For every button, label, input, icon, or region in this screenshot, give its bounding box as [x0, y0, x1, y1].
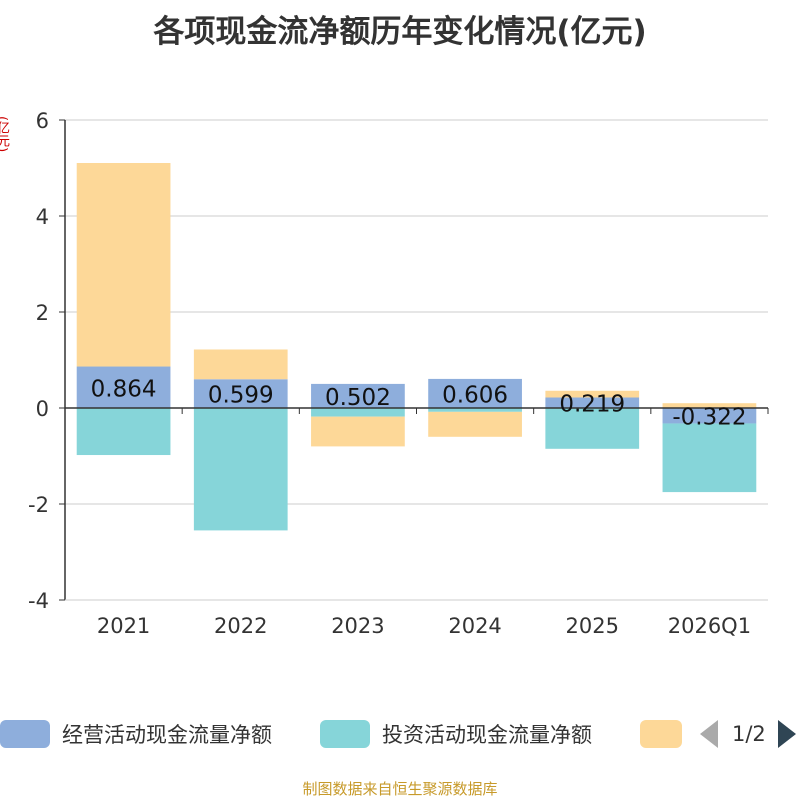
- pager-page-indicator: 1/2: [732, 722, 766, 746]
- bar-2024-s0: [428, 378, 522, 408]
- bar-2024-s2: [428, 411, 522, 437]
- x-tick-label: 2022: [214, 614, 267, 638]
- y-tick-label: 2: [36, 301, 49, 325]
- chart-title: 各项现金流净额历年变化情况(亿元): [153, 14, 647, 50]
- y-axis-unit-label: (亿元): [0, 116, 9, 153]
- bar-2026Q1-s0: [662, 408, 757, 424]
- bar-2026Q1-s1: [662, 423, 757, 493]
- bar-2025-s2: [545, 390, 640, 398]
- bar-2022-s1: [193, 408, 288, 531]
- y-tick-label: 4: [36, 205, 49, 229]
- bar-2022-s0: [193, 379, 288, 408]
- legend-item-third[interactable]: [640, 716, 682, 752]
- legend-item-operating[interactable]: 经营活动现金流量净额: [0, 716, 272, 752]
- legend-label-investing: 投资活动现金流量净额: [382, 723, 592, 747]
- y-tick-label: -4: [28, 589, 49, 613]
- y-tick-label: 6: [36, 109, 49, 133]
- bar-2021-s2: [76, 163, 171, 367]
- pager-next-icon[interactable]: [777, 720, 796, 748]
- y-tick-label: -2: [28, 493, 49, 517]
- source-note: 制图数据来自恒生聚源数据库: [302, 780, 498, 798]
- x-tick-label: 2024: [448, 614, 501, 638]
- bar-2025-s0: [545, 397, 640, 408]
- data-label: 0.864: [91, 376, 157, 402]
- data-label: -0.322: [672, 405, 746, 431]
- legend: 经营活动现金流量净额 投资活动现金流量净额: [0, 716, 800, 752]
- x-tick-label: 2026Q1: [668, 614, 751, 638]
- data-label: 0.599: [208, 383, 274, 409]
- legend-swatch-operating: [0, 720, 50, 748]
- legend-swatch-investing: [320, 720, 370, 748]
- bar-2025-s1: [545, 408, 640, 449]
- data-labels: 0.864 0.599 0.502 0.606 0.219 -0.322: [91, 376, 747, 430]
- bar-2023-s2: [311, 416, 405, 447]
- bars: [76, 163, 757, 531]
- pager-prev-icon[interactable]: [700, 720, 718, 748]
- bar-2021-s1: [76, 408, 171, 456]
- legend-label-operating: 经营活动现金流量净额: [62, 723, 272, 747]
- data-label: 0.219: [559, 392, 625, 418]
- data-label: 0.502: [325, 385, 391, 411]
- legend-item-investing[interactable]: 投资活动现金流量净额: [320, 716, 592, 752]
- x-tick-label: 2021: [97, 614, 150, 638]
- bar-2024-s1: [428, 408, 522, 412]
- bar-2023-s1: [311, 408, 405, 417]
- legend-swatch-third: [640, 720, 682, 748]
- x-tick-label: 2023: [331, 614, 384, 638]
- data-label: 0.606: [442, 382, 508, 408]
- y-tick-label: 0: [36, 397, 49, 421]
- axes: 6 4 2 0 -2 -4 2021 2022 2023 2024 2025 2026Q1: [28, 109, 769, 638]
- legend-pager: 1/2: [700, 716, 796, 752]
- x-tick-label: 2025: [566, 614, 619, 638]
- bar-2022-s2: [193, 349, 288, 380]
- bar-2023-s0: [311, 383, 405, 408]
- bar-2021-s0: [76, 366, 171, 408]
- bar-2026Q1-s2: [662, 403, 757, 408]
